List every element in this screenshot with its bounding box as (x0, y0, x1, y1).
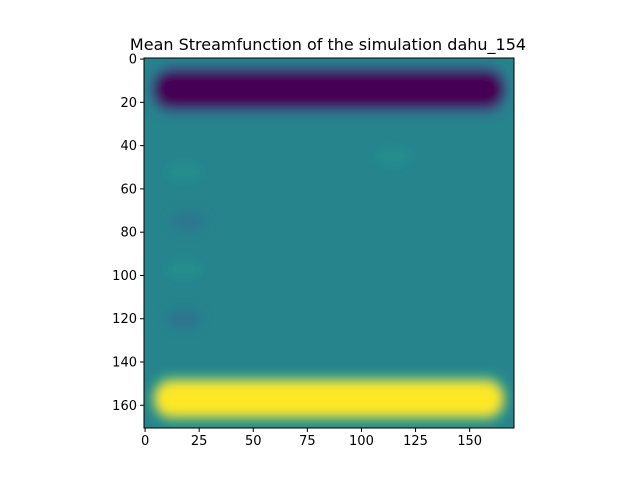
heatmap-feature (166, 308, 203, 329)
x-tick-label: 75 (299, 434, 316, 449)
heatmap-feature (155, 72, 503, 107)
heatmap-area (144, 58, 514, 428)
y-tick-label: 60 (120, 182, 137, 197)
y-tick-label: 40 (120, 139, 137, 154)
heatmap-background (144, 58, 514, 428)
heatmap-feature (375, 146, 412, 167)
y-tick-label: 140 (112, 356, 137, 371)
y-tick-label: 0 (129, 53, 137, 68)
y-axis: 0 20 40 60 80 100 120 140 160 (112, 53, 144, 414)
heatmap-features (149, 64, 509, 424)
y-tick-label: 120 (112, 312, 137, 327)
x-tick-label: 50 (245, 434, 262, 449)
x-tick-label: 0 (141, 434, 149, 449)
chart-title: Mean Streamfunction of the simulation da… (130, 35, 526, 55)
x-tick-label: 100 (349, 434, 374, 449)
x-tick-label: 150 (457, 434, 482, 449)
x-tick-label: 25 (191, 434, 208, 449)
heatmap-feature (155, 381, 503, 416)
heatmap-feature (170, 211, 207, 232)
y-tick-label: 160 (112, 399, 137, 414)
x-tick-label: 125 (403, 434, 428, 449)
heatmap-feature (166, 161, 203, 182)
heatmap-feature (166, 258, 203, 279)
y-tick-label: 100 (112, 269, 137, 284)
x-axis: 0 25 50 75 100 125 150 (141, 428, 482, 449)
y-tick-label: 80 (120, 226, 137, 241)
plot-frame (143, 57, 515, 429)
y-tick-label: 20 (120, 96, 137, 111)
